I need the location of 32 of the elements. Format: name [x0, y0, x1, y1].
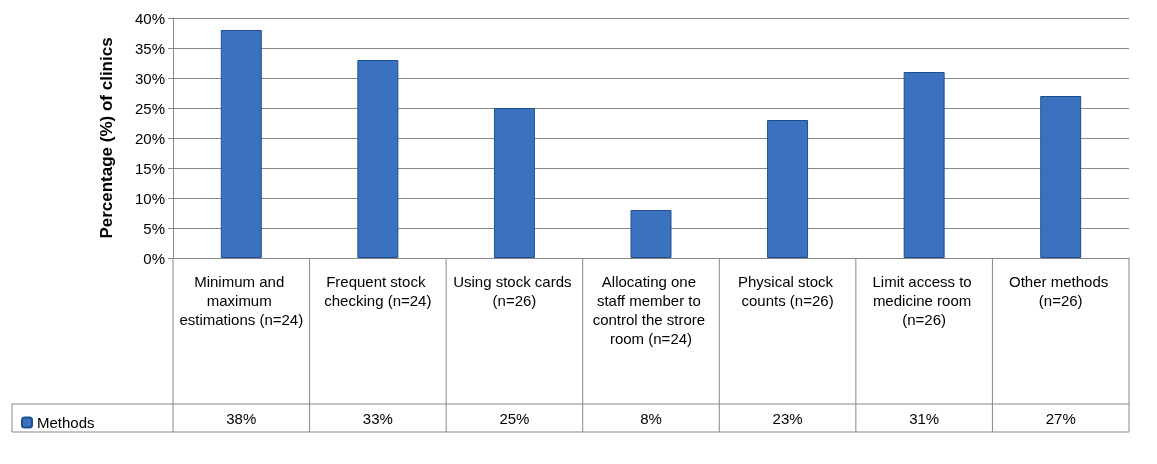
data-label: 25%: [499, 409, 530, 427]
x-tick-label: Allocating one staff member to control the strore room (n=24): [592, 273, 710, 347]
y-tick-label: 15%: [134, 159, 165, 177]
bar: [767, 120, 809, 258]
x-tick-label: Frequent stock checking (n=24): [324, 273, 432, 309]
y-tick-label: 25%: [134, 99, 165, 117]
x-tick-label: Physical stock counts (n=26): [737, 273, 838, 309]
y-axis-title: Percentage (%) of clinics: [97, 37, 116, 239]
bar: [357, 60, 399, 258]
bar: [220, 30, 262, 258]
data-label: 23%: [772, 409, 803, 427]
bar: [630, 210, 672, 258]
y-tick-label: 30%: [134, 69, 165, 87]
y-tick-label: 10%: [134, 189, 165, 207]
data-label: 33%: [362, 409, 393, 427]
y-tick-label: 20%: [134, 129, 165, 147]
y-tick-label: 5%: [143, 219, 165, 237]
y-tick-label: 0%: [143, 249, 165, 267]
x-tick-label: Other methods (n=26): [1009, 273, 1113, 309]
x-tick-label: Minimum and maximum estimations (n=24): [179, 273, 304, 328]
data-label: 8%: [640, 409, 662, 427]
bar: [493, 108, 535, 258]
y-tick-label: 35%: [134, 39, 165, 57]
legend-label: Methods: [37, 414, 95, 431]
bar: [903, 72, 945, 258]
x-tick-label: Using stock cards (n=26): [453, 273, 576, 309]
data-label: 31%: [909, 409, 940, 427]
data-label: 38%: [226, 409, 257, 427]
x-tick-label: Limit access to medicine room (n=26): [872, 273, 976, 328]
data-label: 27%: [1045, 409, 1076, 427]
bar: [1040, 96, 1082, 258]
y-tick-label: 40%: [134, 9, 165, 27]
